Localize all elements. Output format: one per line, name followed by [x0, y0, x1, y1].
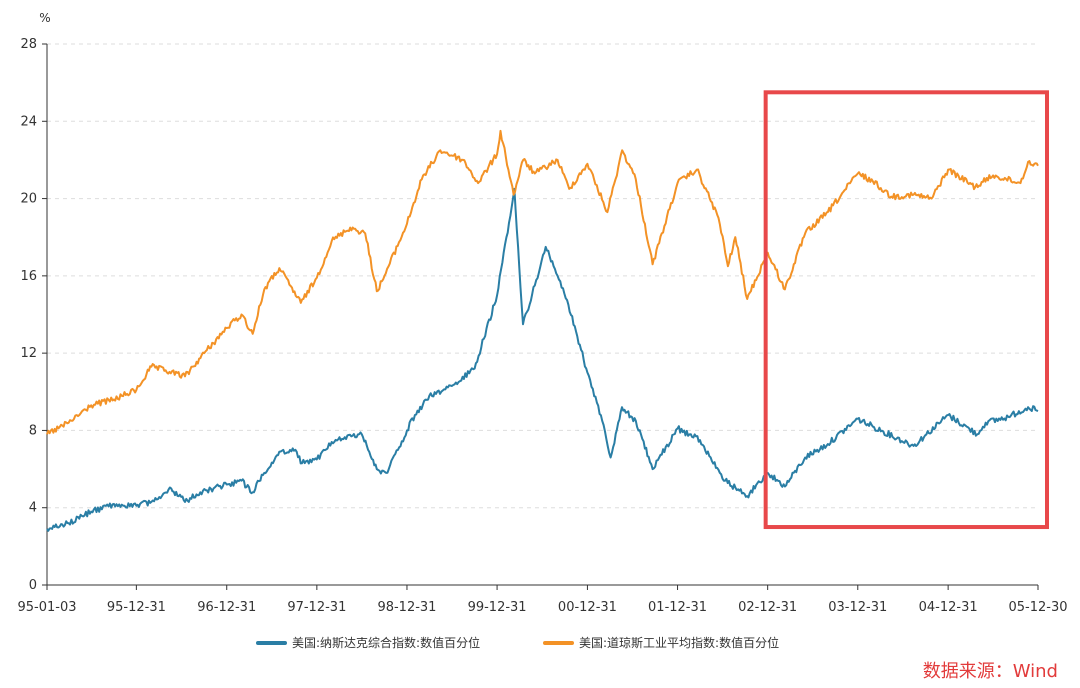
y-tick-label: 24: [20, 114, 37, 129]
x-tick-label: 96-12-31: [197, 600, 256, 615]
x-tick-label: 00-12-31: [558, 600, 617, 615]
x-tick-label: 99-12-31: [468, 600, 527, 615]
legend: 美国:纳斯达克综合指数:数值百分位 美国:道琼斯工业平均指数:数值百分位: [256, 635, 779, 650]
series-line-1: [46, 187, 1039, 532]
highlight-region: [763, 90, 1049, 530]
source-note: 数据来源：Wind: [923, 661, 1058, 682]
x-tick-label: 04-12-31: [919, 600, 978, 615]
y-tick-label: 12: [20, 346, 37, 361]
axes: 0 4 8 12 16 20 24 28% 95-01-03 95-12-31 96-12-31 97…: [17, 11, 1067, 615]
y-tick-label: 0: [29, 578, 37, 593]
x-tick-label: 98-12-31: [377, 600, 436, 615]
x-tick-label: 95-12-31: [107, 600, 166, 615]
y-tick-label: 28: [20, 37, 37, 52]
series-line-2: [46, 129, 1039, 435]
source-label: 数据来源：Wind: [923, 661, 1058, 682]
legend-label-1: 美国:纳斯达克综合指数:数值百分位: [292, 635, 480, 650]
legend-label-2: 美国:道琼斯工业平均指数:数值百分位: [579, 635, 779, 650]
y-tick-label: 4: [29, 501, 37, 516]
y-tick-label: 16: [20, 269, 37, 284]
series-lines: [46, 129, 1039, 532]
x-tick-label: 05-12-30: [1008, 600, 1067, 615]
gridlines: [47, 43, 1038, 509]
x-tick-label: 97-12-31: [287, 600, 346, 615]
highlight-box: [763, 90, 1049, 530]
y-tick-label: 8: [29, 423, 37, 438]
x-tick-label: 95-01-03: [17, 600, 76, 615]
x-tick-label: 03-12-31: [828, 600, 887, 615]
y-unit-label: %: [39, 11, 50, 25]
y-tick-label: 20: [20, 192, 37, 207]
x-tick-label: 02-12-31: [738, 600, 797, 615]
x-tick-label: 01-12-31: [648, 600, 707, 615]
